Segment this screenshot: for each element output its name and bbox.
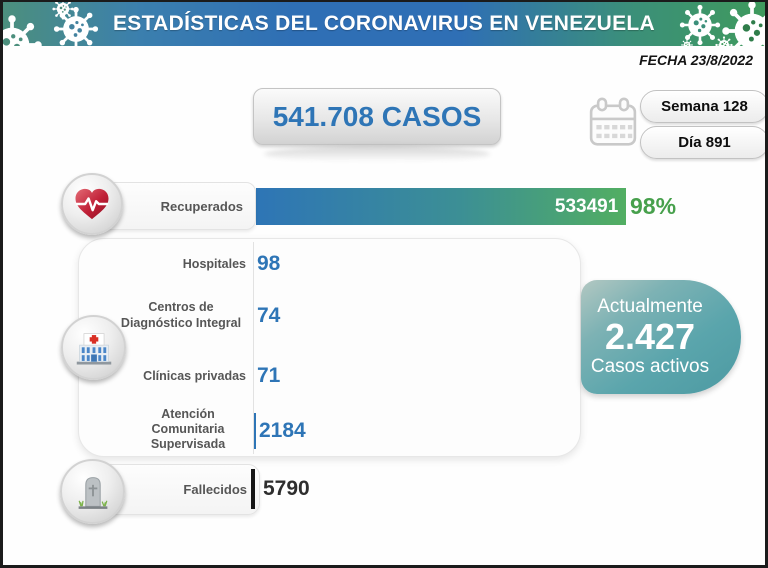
hospitales-label: Hospitales [182,257,246,271]
week-pill: Semana 128 [640,90,765,123]
tombstone-icon [60,459,125,524]
atencion-value: 2184 [259,419,306,442]
clinicas-value: 71 [257,364,281,387]
recuperados-bar: 533491 [256,188,627,225]
cdi-label: Centros de Diagnóstico Integral [120,300,242,330]
atencion-bar [254,413,256,449]
hospitalization-group-box [78,238,581,457]
hospital-icon [61,315,126,380]
fallecidos-label: Fallecidos [183,482,247,497]
hospitales-value: 98 [257,252,281,275]
day-pill: Día 891 [640,126,765,159]
header-banner: ESTADÍSTICAS DEL CORONAVIRUS EN VENEZUEL… [3,2,765,46]
clinicas-label: Clínicas privadas [143,369,246,383]
recuperados-value: 533491 [554,195,619,217]
heart-ekg-icon [61,173,123,235]
total-cases-box: 541.708 CASOS [253,88,501,145]
active-cases-line1: Actualmente [597,296,703,317]
label-value-divider [253,242,254,454]
active-cases-box: Actualmente 2.427 Casos activos [581,280,741,394]
active-cases-value: 2.427 [604,316,696,357]
calendar-icon [589,97,637,146]
page-title: ESTADÍSTICAS DEL CORONAVIRUS EN VENEZUEL… [112,12,656,35]
fallecidos-bar [251,469,255,509]
date-label: FECHA 23/8/2022 [639,52,753,68]
fallecidos-value: 5790 [263,477,310,500]
atencion-label: Atención Comunitaria Supervisada [150,407,226,451]
recuperados-label: Recuperados [160,198,243,214]
cdi-value: 74 [257,304,281,327]
active-cases-line2: Casos activos [590,356,710,377]
total-cases-value: 541.708 CASOS [272,100,482,132]
recuperados-percent: 98% [630,193,677,219]
